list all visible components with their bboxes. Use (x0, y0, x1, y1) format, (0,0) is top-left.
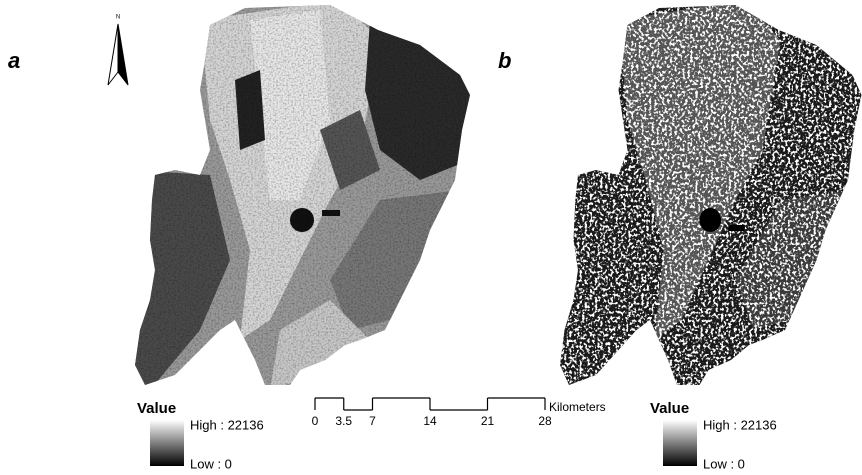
legend-ramp (663, 420, 697, 466)
legend-high: High : 22136 (190, 417, 264, 432)
north-arrow: N (108, 15, 128, 85)
legend-title: Value (137, 400, 176, 417)
legend-low: Low : 0 (190, 456, 232, 471)
legend-low: Low : 0 (703, 456, 745, 471)
figure: N a b Value High : 22136 Low : 0 Value High … (0, 0, 862, 475)
scale-label: 0 (312, 414, 319, 428)
legends: Value High : 22136 Low : 0 Value High : 2213… (137, 400, 777, 471)
map-b (556, 0, 862, 390)
map-a (130, 0, 480, 390)
panel-label: b (498, 48, 511, 73)
scale-label: 3.5 (335, 414, 352, 428)
legend-ramp (150, 420, 184, 466)
scale-label: 7 (369, 414, 376, 428)
scale-label: 14 (423, 414, 437, 428)
scale-label: 28 (538, 414, 552, 428)
north-label: N (116, 15, 120, 21)
scale-unit: Kilometers (549, 400, 606, 414)
panel-label: a (8, 48, 20, 73)
legend-title: Value (650, 400, 689, 417)
legend-high: High : 22136 (703, 417, 777, 432)
scale-label: 21 (481, 414, 495, 428)
